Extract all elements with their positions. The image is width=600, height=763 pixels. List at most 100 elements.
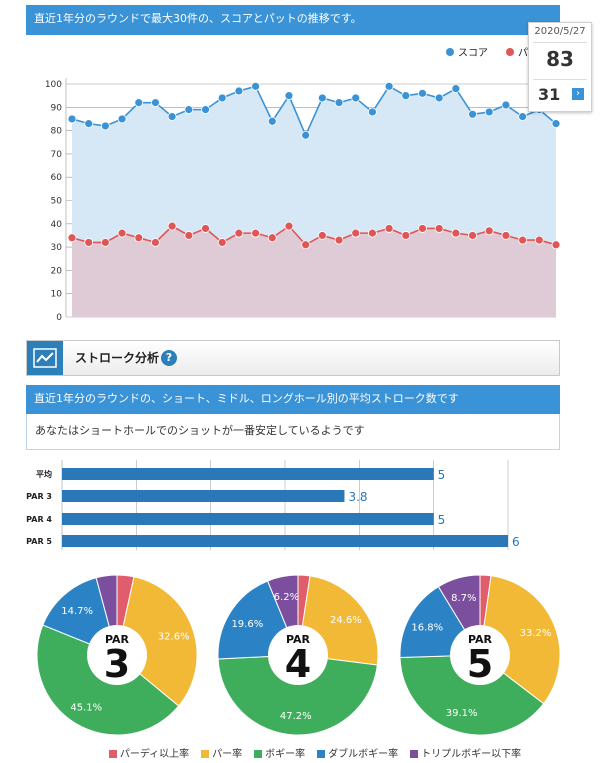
putt-point: [334, 235, 344, 245]
pie-slice: [116, 576, 198, 707]
putt-point: [267, 233, 277, 243]
tooltip-score: 83: [546, 47, 574, 71]
score-trend-header: 直近1年分のラウンドで最大30件の、スコアとパットの推移です。: [26, 5, 560, 35]
putt-point: [217, 238, 227, 247]
putt-point: [151, 238, 160, 247]
score-point: [518, 112, 528, 122]
putt-point: [551, 240, 561, 250]
tooltip-divider: [533, 42, 587, 43]
score-point: [100, 121, 110, 131]
slice-label: 14.7%: [61, 606, 93, 617]
pie-legend-item: パーディ以上率: [108, 745, 189, 760]
section-title: ストローク分析: [75, 351, 160, 365]
putt-point: [534, 235, 544, 245]
hole-result-pie-charts: 32.6%45.1%14.7%PAR324.6%47.2%19.6%6.2%PA…: [36, 574, 561, 736]
putt-point: [201, 224, 210, 233]
legend-label: パ: [518, 47, 528, 59]
slice-label: 33.2%: [520, 628, 552, 639]
score-point: [184, 105, 194, 115]
donut-hole: [268, 625, 328, 685]
putt-area: [72, 226, 556, 317]
score-point: [84, 119, 94, 129]
score-point: [317, 93, 327, 103]
pie-legend-item: パー率: [201, 745, 242, 760]
pie-slice: [217, 654, 378, 736]
score-point: [167, 112, 177, 122]
legend-label: ダブルボギー率: [328, 749, 399, 760]
donut-hole: [450, 625, 510, 685]
slice-label: 8.7%: [451, 593, 476, 604]
legend-label: ボギー率: [265, 749, 306, 760]
y-tick-label: 10: [51, 290, 63, 300]
legend-label: スコア: [458, 48, 488, 59]
putt-point: [134, 233, 144, 243]
score-point: [117, 114, 127, 124]
bar: [62, 535, 508, 547]
score-point: [551, 119, 561, 129]
score-point: [151, 98, 160, 108]
help-icon[interactable]: ?: [161, 350, 177, 366]
score-point: [267, 116, 277, 126]
putt-point: [451, 228, 461, 238]
score-point: [451, 84, 461, 94]
putt-point: [384, 224, 394, 233]
score-putt-line-chart: 0 10 20 30 40 50 60 70 80 90 100 スコア パ: [45, 47, 561, 323]
score-point: [351, 93, 361, 103]
category-label: 平均: [36, 469, 52, 479]
stroke-analysis-section-bar: ストローク分析 ?: [26, 340, 560, 376]
putt-point: [317, 231, 327, 240]
score-point: [484, 107, 494, 117]
score-point: [418, 88, 427, 98]
score-point: [217, 93, 227, 103]
donut-label-par: PAR: [105, 633, 130, 646]
score-point: [301, 130, 311, 140]
tooltip-date: 2020/5/27: [534, 26, 586, 37]
y-tick-label: 60: [51, 173, 63, 183]
putt-point: [501, 231, 511, 240]
tooltip-next-button[interactable]: ›: [572, 88, 584, 100]
donut-label-par: PAR: [468, 633, 493, 646]
bar: [62, 513, 434, 525]
score-point: [434, 93, 444, 103]
putt-point: [117, 228, 127, 238]
score-point: [501, 100, 511, 110]
y-tick-label: 0: [56, 313, 62, 323]
y-tick-label: 20: [51, 266, 63, 276]
putt-point: [468, 231, 477, 240]
slice-label: 24.6%: [330, 615, 362, 626]
hole-average-bar-chart: 平均 5 PAR 3 3.8 PAR 4 5 PAR 5 6: [26, 460, 520, 550]
y-tick-label: 70: [51, 150, 63, 160]
putt-point: [184, 231, 194, 240]
legend-swatch: [254, 750, 263, 758]
score-point: [368, 107, 377, 117]
putt-point: [434, 224, 444, 233]
slice-label: 19.6%: [231, 619, 263, 630]
score-point: [234, 86, 244, 96]
pie-legend-item: トリプルボギー以下率: [410, 745, 521, 760]
donut-label-par: PAR: [286, 633, 311, 646]
putt-point: [67, 233, 77, 243]
legend-swatch: [108, 750, 117, 758]
category-label: PAR 3: [26, 492, 52, 501]
score-point: [201, 105, 210, 115]
putt-point: [368, 228, 377, 238]
legend-swatch: [317, 750, 326, 758]
value-label: 5: [438, 513, 446, 527]
pie-slice: [479, 575, 561, 705]
donut-label-number: 4: [285, 642, 311, 686]
line-chart-icon: [27, 341, 63, 375]
y-tick-label: 90: [51, 103, 63, 113]
bar: [62, 468, 434, 480]
putt-point: [84, 238, 94, 247]
y-tick-label: 100: [45, 80, 62, 90]
slice-label: 6.2%: [274, 592, 299, 603]
value-label: 6: [512, 535, 520, 549]
score-point: [67, 114, 77, 124]
tooltip-putt: 31: [538, 85, 561, 104]
legend-swatch: [410, 750, 419, 758]
putt-point: [100, 238, 110, 247]
value-label: 5: [438, 468, 446, 482]
putt-point: [351, 228, 361, 238]
score-point: [134, 98, 144, 108]
pie-legend-item: ダブルボギー率: [317, 745, 398, 760]
